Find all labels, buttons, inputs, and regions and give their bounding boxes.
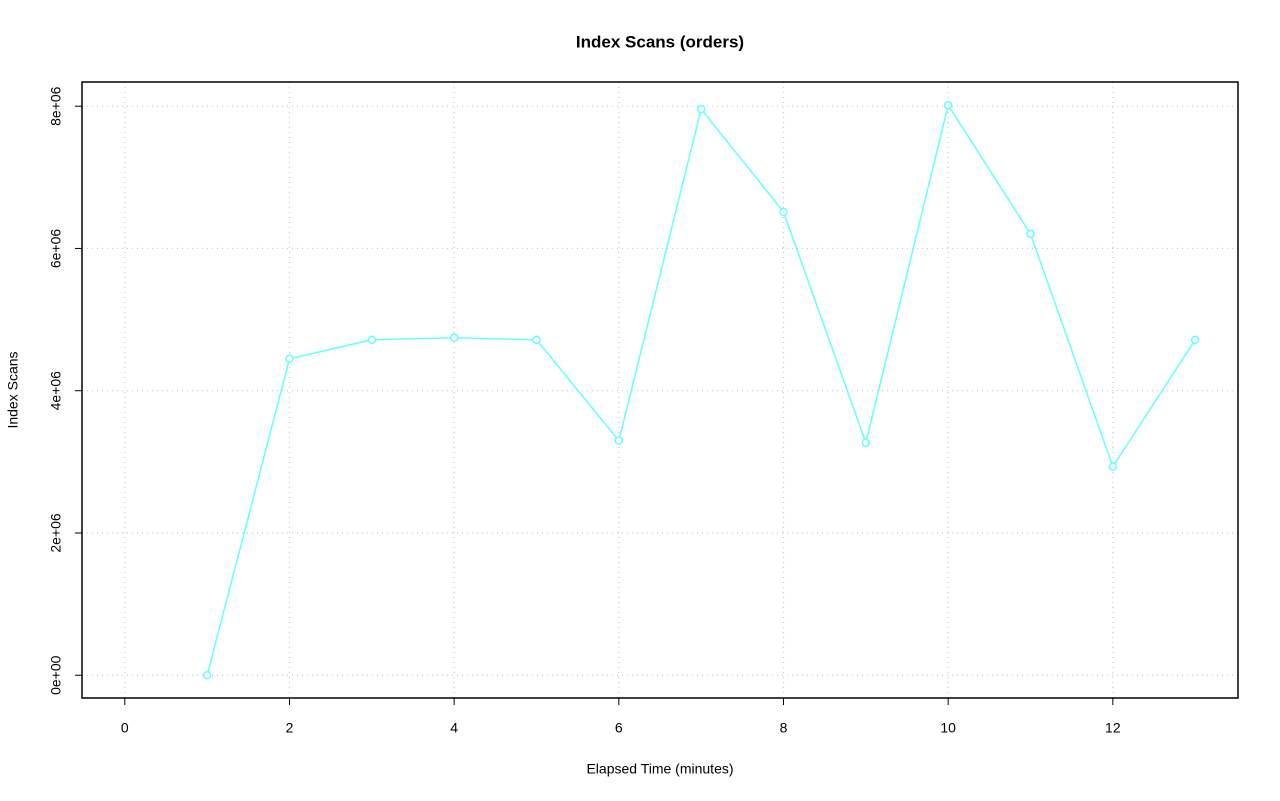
y-tick-label: 6e+06 [48,229,64,269]
y-tick-label: 8e+06 [48,86,64,126]
data-point [696,104,706,114]
data-point [202,670,212,680]
chart-title: Index Scans (orders) [576,32,744,51]
y-axis-label: Index Scans [5,351,21,428]
x-tick-label: 6 [615,720,623,736]
y-tick-label: 4e+06 [48,371,64,411]
x-tick-label: 2 [286,720,294,736]
x-tick-label: 4 [450,720,458,736]
data-point [943,100,953,110]
data-point [532,335,541,345]
x-tick-label: 12 [1105,720,1121,736]
data-point [449,333,459,343]
data-point [1026,229,1035,239]
data-point [285,354,294,364]
data-line [206,103,1196,676]
data-point [861,438,871,447]
data-point [614,436,624,445]
data-point [1108,462,1118,471]
x-tick-label: 8 [780,720,788,736]
data-point [367,335,377,345]
x-axis-label: Elapsed Time (minutes) [586,761,733,777]
data-point [779,207,788,217]
data-point [1190,335,1200,345]
x-tick-label: 10 [940,720,956,736]
y-tick-label: 2e+06 [48,513,64,553]
x-tick-label: 0 [121,720,129,736]
y-tick-label: 0e+00 [48,655,64,695]
plot-frame [81,81,1239,699]
